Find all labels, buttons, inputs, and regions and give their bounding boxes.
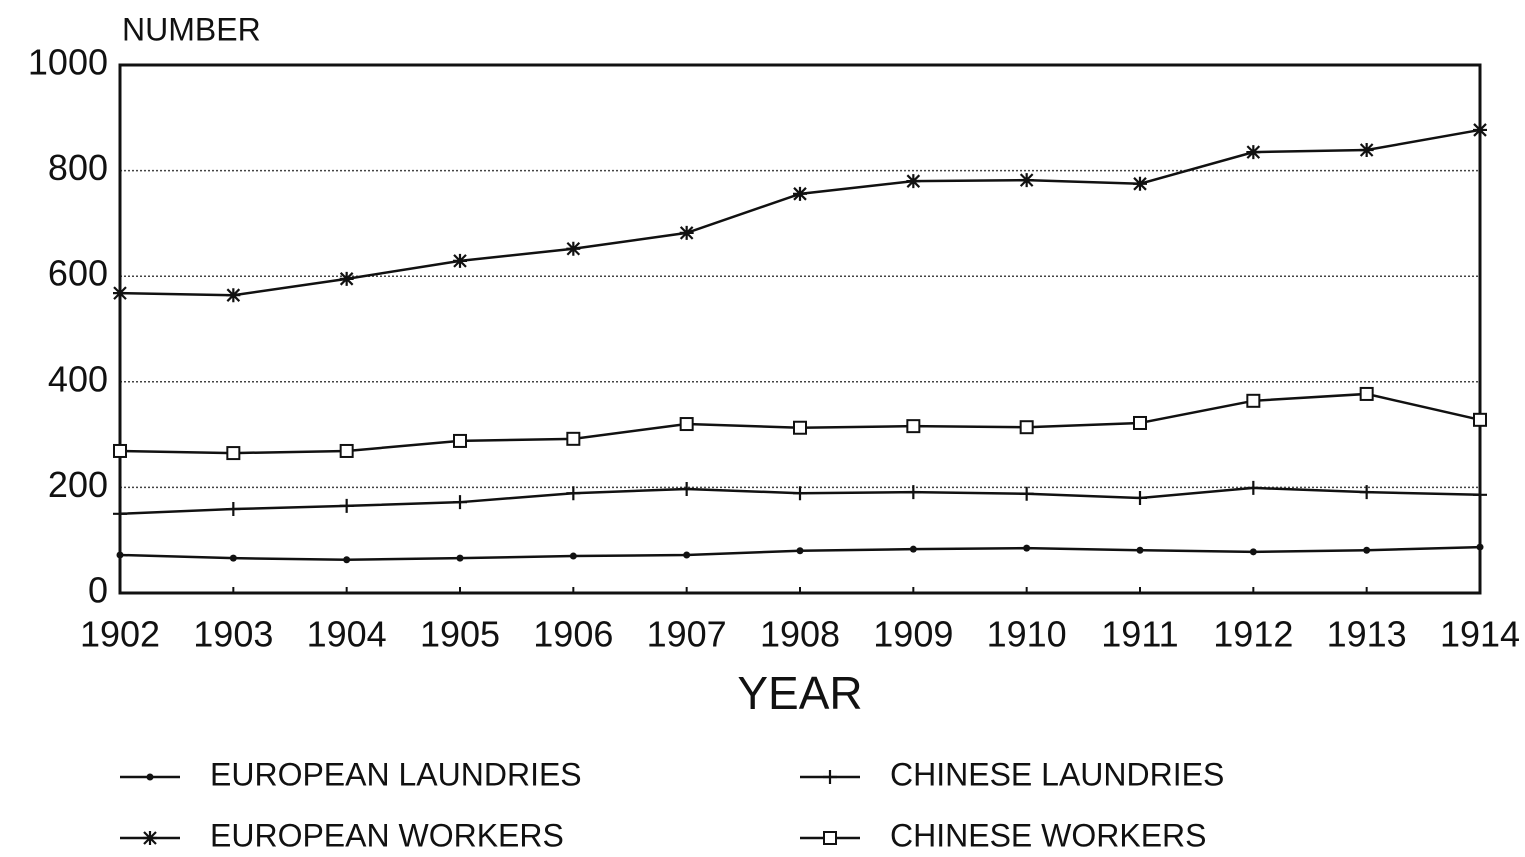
x-tick-label: 1905	[420, 614, 500, 655]
marker	[683, 551, 691, 559]
plot-frame	[118, 63, 1482, 595]
marker	[1019, 420, 1034, 435]
marker	[339, 271, 354, 286]
marker	[113, 443, 127, 458]
legend-marker	[146, 773, 154, 781]
y-tick-label: 200	[48, 464, 108, 505]
x-tick-label: 1911	[1101, 614, 1178, 655]
marker	[566, 241, 581, 256]
legend-marker	[823, 831, 837, 845]
marker	[906, 485, 921, 500]
marker	[113, 506, 127, 521]
marker	[793, 186, 807, 201]
marker	[793, 486, 807, 501]
y-tick-label: 0	[88, 570, 108, 611]
legend-label: EUROPEAN WORKERS	[210, 817, 564, 853]
y-tick-label: 400	[48, 358, 108, 399]
marker	[1249, 548, 1257, 556]
x-tick-label: 1910	[987, 614, 1067, 655]
marker	[1133, 176, 1147, 191]
x-axis-label: YEAR	[737, 667, 862, 719]
marker	[566, 486, 581, 501]
marker	[569, 552, 577, 560]
marker	[1019, 173, 1034, 188]
legend-marker	[143, 831, 157, 845]
marker	[566, 431, 581, 446]
marker	[1363, 546, 1371, 554]
marker	[339, 498, 354, 513]
marker	[113, 286, 127, 301]
marker	[229, 554, 237, 562]
marker	[116, 551, 124, 559]
marker	[1246, 480, 1261, 495]
marker	[1246, 393, 1261, 408]
legend-marker	[823, 770, 837, 784]
marker	[1359, 143, 1374, 158]
marker	[679, 481, 694, 496]
marker	[1246, 145, 1261, 160]
marker	[1023, 544, 1031, 552]
marker	[343, 556, 351, 564]
x-tick-label: 1906	[533, 614, 613, 655]
marker	[226, 288, 241, 303]
marker	[1136, 546, 1144, 554]
legend-label: EUROPEAN LAUNDRIES	[210, 756, 582, 792]
marker	[1019, 486, 1034, 501]
marker	[1359, 386, 1374, 401]
x-tick-label: 1912	[1213, 614, 1293, 655]
marker	[226, 446, 241, 461]
y-tick-label: 1000	[28, 42, 108, 83]
x-tick-label: 1904	[307, 614, 387, 655]
x-tick-label: 1908	[760, 614, 840, 655]
x-tick-label: 1903	[193, 614, 273, 655]
marker	[679, 417, 694, 432]
x-tick-label: 1907	[647, 614, 727, 655]
marker	[1133, 490, 1147, 505]
marker	[679, 225, 694, 240]
series-line	[119, 128, 1481, 297]
marker	[909, 545, 917, 553]
marker	[796, 547, 804, 555]
x-tick-label: 1909	[873, 614, 953, 655]
marker	[1359, 485, 1374, 500]
marker	[453, 433, 467, 448]
x-tick-label: 1902	[80, 614, 160, 655]
marker	[1473, 487, 1487, 502]
marker	[456, 554, 464, 562]
marker	[339, 443, 354, 458]
marker	[1473, 122, 1487, 137]
marker	[453, 253, 467, 268]
y-tick-label: 800	[48, 147, 108, 188]
y-tick-label: 600	[48, 253, 108, 294]
x-tick-label: 1914	[1440, 614, 1520, 655]
marker	[1133, 415, 1147, 430]
marker	[1473, 412, 1487, 427]
x-tick-label: 1913	[1327, 614, 1407, 655]
marker	[226, 502, 241, 517]
marker	[793, 420, 807, 435]
marker	[1476, 543, 1484, 551]
marker	[906, 174, 921, 189]
y-axis-label: NUMBER	[122, 11, 261, 47]
marker	[906, 419, 921, 434]
legend-label: CHINESE LAUNDRIES	[890, 756, 1224, 792]
marker	[453, 495, 467, 510]
legend-label: CHINESE WORKERS	[890, 817, 1206, 853]
